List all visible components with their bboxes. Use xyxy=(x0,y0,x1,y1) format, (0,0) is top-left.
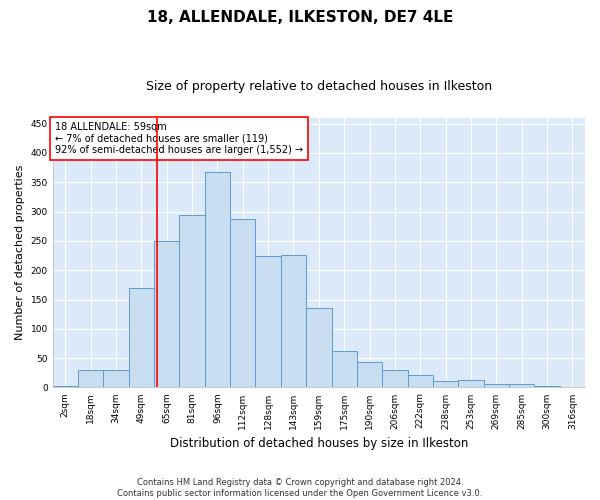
Bar xyxy=(357,362,382,388)
Bar xyxy=(484,384,509,388)
Bar xyxy=(230,219,256,388)
Bar xyxy=(78,370,103,388)
Text: 18 ALLENDALE: 59sqm
← 7% of detached houses are smaller (119)
92% of semi-detach: 18 ALLENDALE: 59sqm ← 7% of detached hou… xyxy=(55,122,304,155)
Bar xyxy=(129,288,154,388)
Text: Contains HM Land Registry data © Crown copyright and database right 2024.
Contai: Contains HM Land Registry data © Crown c… xyxy=(118,478,482,498)
Bar xyxy=(154,241,179,388)
X-axis label: Distribution of detached houses by size in Ilkeston: Distribution of detached houses by size … xyxy=(170,437,468,450)
Bar xyxy=(256,256,281,388)
Bar xyxy=(103,370,129,388)
Bar xyxy=(433,381,458,388)
Bar xyxy=(509,384,535,388)
Bar xyxy=(306,308,332,388)
Text: 18, ALLENDALE, ILKESTON, DE7 4LE: 18, ALLENDALE, ILKESTON, DE7 4LE xyxy=(147,10,453,25)
Bar xyxy=(407,374,433,388)
Bar xyxy=(53,386,78,388)
Bar xyxy=(205,172,230,388)
Bar xyxy=(458,380,484,388)
Y-axis label: Number of detached properties: Number of detached properties xyxy=(15,165,25,340)
Bar xyxy=(179,214,205,388)
Bar xyxy=(281,255,306,388)
Title: Size of property relative to detached houses in Ilkeston: Size of property relative to detached ho… xyxy=(146,80,492,93)
Bar xyxy=(382,370,407,388)
Bar xyxy=(535,386,560,388)
Bar xyxy=(560,387,585,388)
Bar xyxy=(332,351,357,388)
